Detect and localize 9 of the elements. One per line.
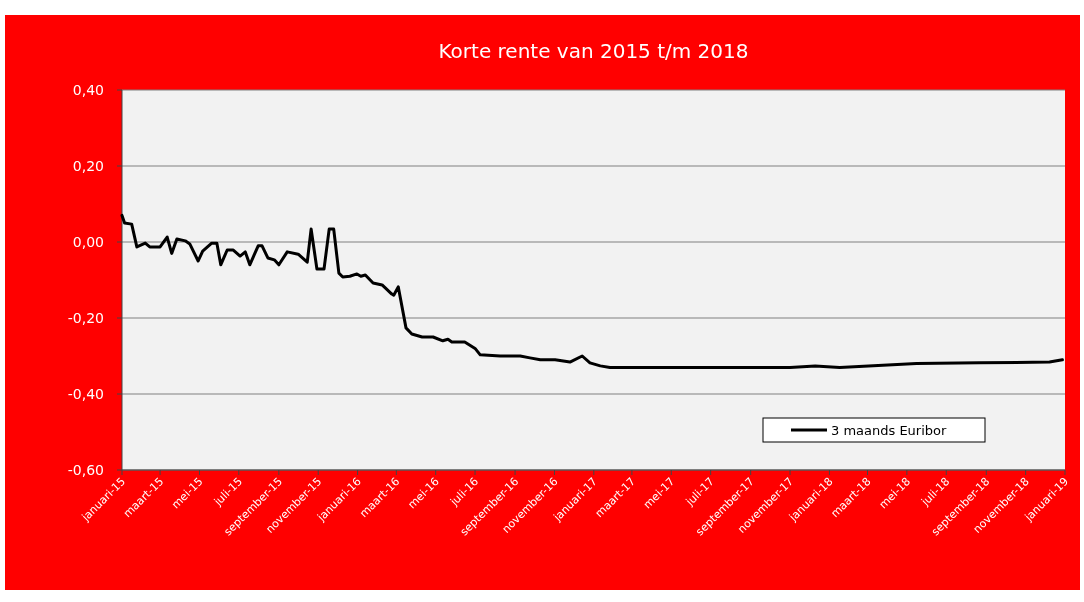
legend-label: 3 maands Euribor — [831, 423, 948, 438]
y-tick-label: 0,00 — [72, 234, 104, 250]
y-tick-label: 0,20 — [72, 158, 104, 174]
y-tick-label: -0,40 — [67, 386, 104, 402]
line-series — [120, 213, 1064, 369]
y-tick-label: -0,20 — [67, 310, 104, 326]
y-tick-label: -0,60 — [67, 462, 104, 478]
y-tick-label: 0,40 — [72, 82, 104, 98]
chart-title: Korte rente van 2015 t/m 2018 — [438, 39, 749, 63]
